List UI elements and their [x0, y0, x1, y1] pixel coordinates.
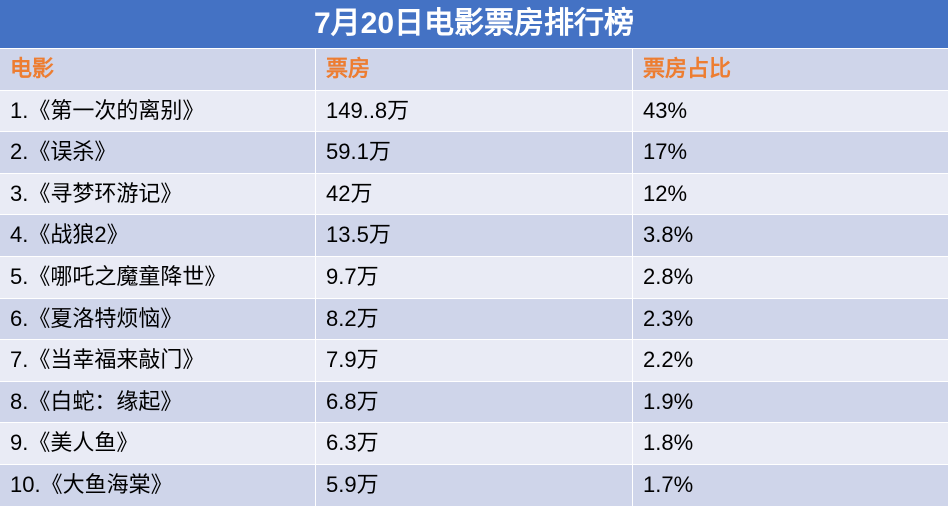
table-cell: 5.《哪吒之魔童降世》 — [0, 256, 316, 298]
table-row: 1.《第一次的离别》 149..8万 43% — [0, 89, 948, 132]
table-cell: 59.1万 — [316, 132, 633, 173]
table: 电影 票房 票房占比 1.《第一次的离别》 149..8万 43% 2.《误杀》 59.1万 1… — [0, 48, 948, 506]
table-cell: 1.《第一次的离别》 — [0, 90, 316, 132]
table-cell: 8.2万 — [316, 298, 633, 340]
table-title: 7月20日电影票房排行榜 — [0, 0, 948, 48]
table-cell: 1.8% — [643, 430, 694, 456]
table-row: 8.《白蛇：缘起》 6.8万 1.9% — [0, 380, 948, 423]
table-cell: 3.《寻梦环游记》 — [0, 173, 316, 215]
table-row: 3.《寻梦环游记》 42万 12% — [0, 172, 948, 215]
header-cell: 票房 — [316, 49, 633, 90]
table-cell: 2.《误杀》 — [0, 132, 316, 173]
table-cell: 4.《战狼2》 — [0, 215, 316, 256]
table-cell: 6.8万 — [316, 381, 633, 423]
header-cell: 电影 — [0, 49, 316, 90]
table-cell: 1.7% — [643, 471, 694, 497]
table-cell: 6.《夏洛特烦恼》 — [0, 298, 316, 340]
table-cell: 7.9万 — [316, 340, 633, 381]
table-cell: 9.7万 — [316, 256, 633, 298]
table-cell: 1.9% — [643, 388, 694, 414]
table-cell: 5.9万 — [316, 464, 633, 506]
header-row: 电影 票房 票房占比 — [0, 48, 948, 90]
table-cell: 17% — [643, 139, 688, 165]
table-cell: 12% — [643, 180, 688, 206]
table-row: 7.《当幸福来敲门》 7.9万 2.2% — [0, 339, 948, 381]
table-row: 4.《战狼2》 13.5万 3.8% — [0, 214, 948, 256]
table-cell: 2.3% — [643, 305, 694, 331]
table-cell: 2.2% — [643, 347, 694, 373]
table-cell: 9.《美人鱼》 — [0, 423, 316, 464]
table-cell: 6.3万 — [316, 423, 633, 464]
table-cell: 7.《当幸福来敲门》 — [0, 340, 316, 381]
table-cell: 149..8万 — [316, 90, 633, 132]
table-row: 5.《哪吒之魔童降世》 9.7万 2.8% — [0, 255, 948, 298]
table-cell: 3.8% — [643, 222, 694, 248]
table-cell: 42万 — [316, 173, 633, 215]
table-cell: 2.8% — [643, 263, 694, 289]
table-cell: 8.《白蛇：缘起》 — [0, 381, 316, 423]
table-cell: 10.《大鱼海棠》 — [0, 464, 316, 506]
table-row: 10.《大鱼海棠》 5.9万 1.7% — [0, 463, 948, 506]
table-row: 6.《夏洛特烦恼》 8.2万 2.3% — [0, 297, 948, 340]
table-cell: 13.5万 — [316, 215, 633, 256]
table-row: 2.《误杀》 59.1万 17% — [0, 131, 948, 173]
header-cell: 票房占比 — [643, 56, 732, 81]
table-cell: 43% — [643, 97, 688, 123]
table-row: 9.《美人鱼》 6.3万 1.8% — [0, 422, 948, 464]
